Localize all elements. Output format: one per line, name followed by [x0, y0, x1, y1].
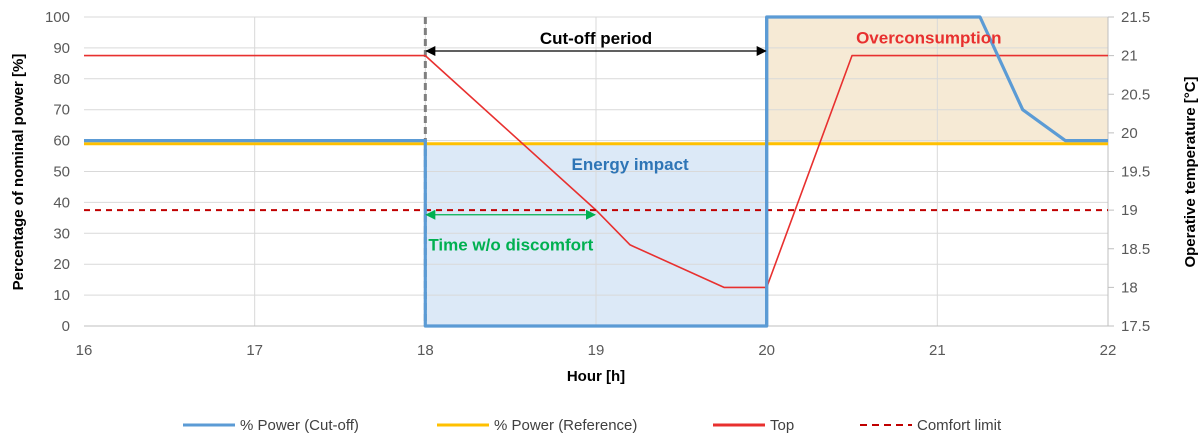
y-right-tick-label: 20 — [1121, 125, 1138, 142]
y-left-tick-label: 90 — [53, 40, 70, 57]
y-right-tick-label: 18.5 — [1121, 241, 1150, 258]
y-right-tick-label: 19 — [1121, 202, 1138, 219]
series-line-0 — [84, 15, 1108, 328]
x-tick-label: 19 — [588, 342, 605, 359]
y-right-tick-label: 17.5 — [1121, 318, 1150, 335]
x-axis-title: Hour [h] — [567, 368, 625, 385]
y-left-tick-label: 60 — [53, 133, 70, 150]
legend-label-2: Top — [770, 417, 794, 434]
x-tick-label: 18 — [417, 342, 434, 359]
x-tick-label: 20 — [758, 342, 775, 359]
overconsumption-label: Overconsumption — [856, 28, 1001, 47]
y-right-tick-label: 18 — [1121, 279, 1138, 296]
y-right-tick-label: 21.5 — [1121, 9, 1150, 26]
y-axis-right-title: Operative temperature [°C] — [1182, 76, 1199, 267]
legend: % Power (Cut-off) % Power (Reference) Top C… — [183, 417, 1002, 434]
legend-label-3: Comfort limit — [917, 417, 1002, 434]
axes: 0 10 20 30 40 50 60 70 80 90 100 16 17 18 19 20 21 2217.5… — [45, 9, 1150, 359]
y-left-tick-label: 80 — [53, 71, 70, 88]
energy-impact-label: Energy impact — [572, 155, 689, 174]
y-left-tick-label: 20 — [53, 256, 70, 273]
y-left-tick-label: 10 — [53, 287, 70, 304]
y-left-tick-label: 100 — [45, 9, 70, 26]
time-without-discomfort-label: Time w/o discomfort — [428, 235, 593, 254]
x-tick-label: 16 — [76, 342, 93, 359]
legend-label-0: % Power (Cut-off) — [240, 417, 359, 434]
y-right-tick-label: 19.5 — [1121, 164, 1150, 181]
series-line-2 — [84, 54, 1108, 289]
y-axis-left-title: Percentage of nominal power [%] — [10, 54, 27, 291]
legend-label-1: % Power (Reference) — [494, 417, 637, 434]
y-right-tick-label: 20.5 — [1121, 86, 1150, 103]
series-lines — [84, 15, 1108, 328]
annotations: Cut-off period Overconsumption Energy impa… — [425, 28, 1002, 254]
y-left-tick-label: 0 — [62, 318, 70, 335]
x-tick-label: 17 — [246, 342, 263, 359]
y-left-tick-label: 30 — [53, 225, 70, 242]
y-left-tick-label: 50 — [53, 164, 70, 181]
y-left-tick-label: 70 — [53, 102, 70, 119]
y-left-tick-label: 40 — [53, 194, 70, 211]
cutoff-period-label: Cut-off period — [540, 29, 652, 48]
x-tick-label: 22 — [1100, 342, 1117, 359]
x-tick-label: 21 — [929, 342, 946, 359]
y-right-tick-label: 21 — [1121, 48, 1138, 65]
